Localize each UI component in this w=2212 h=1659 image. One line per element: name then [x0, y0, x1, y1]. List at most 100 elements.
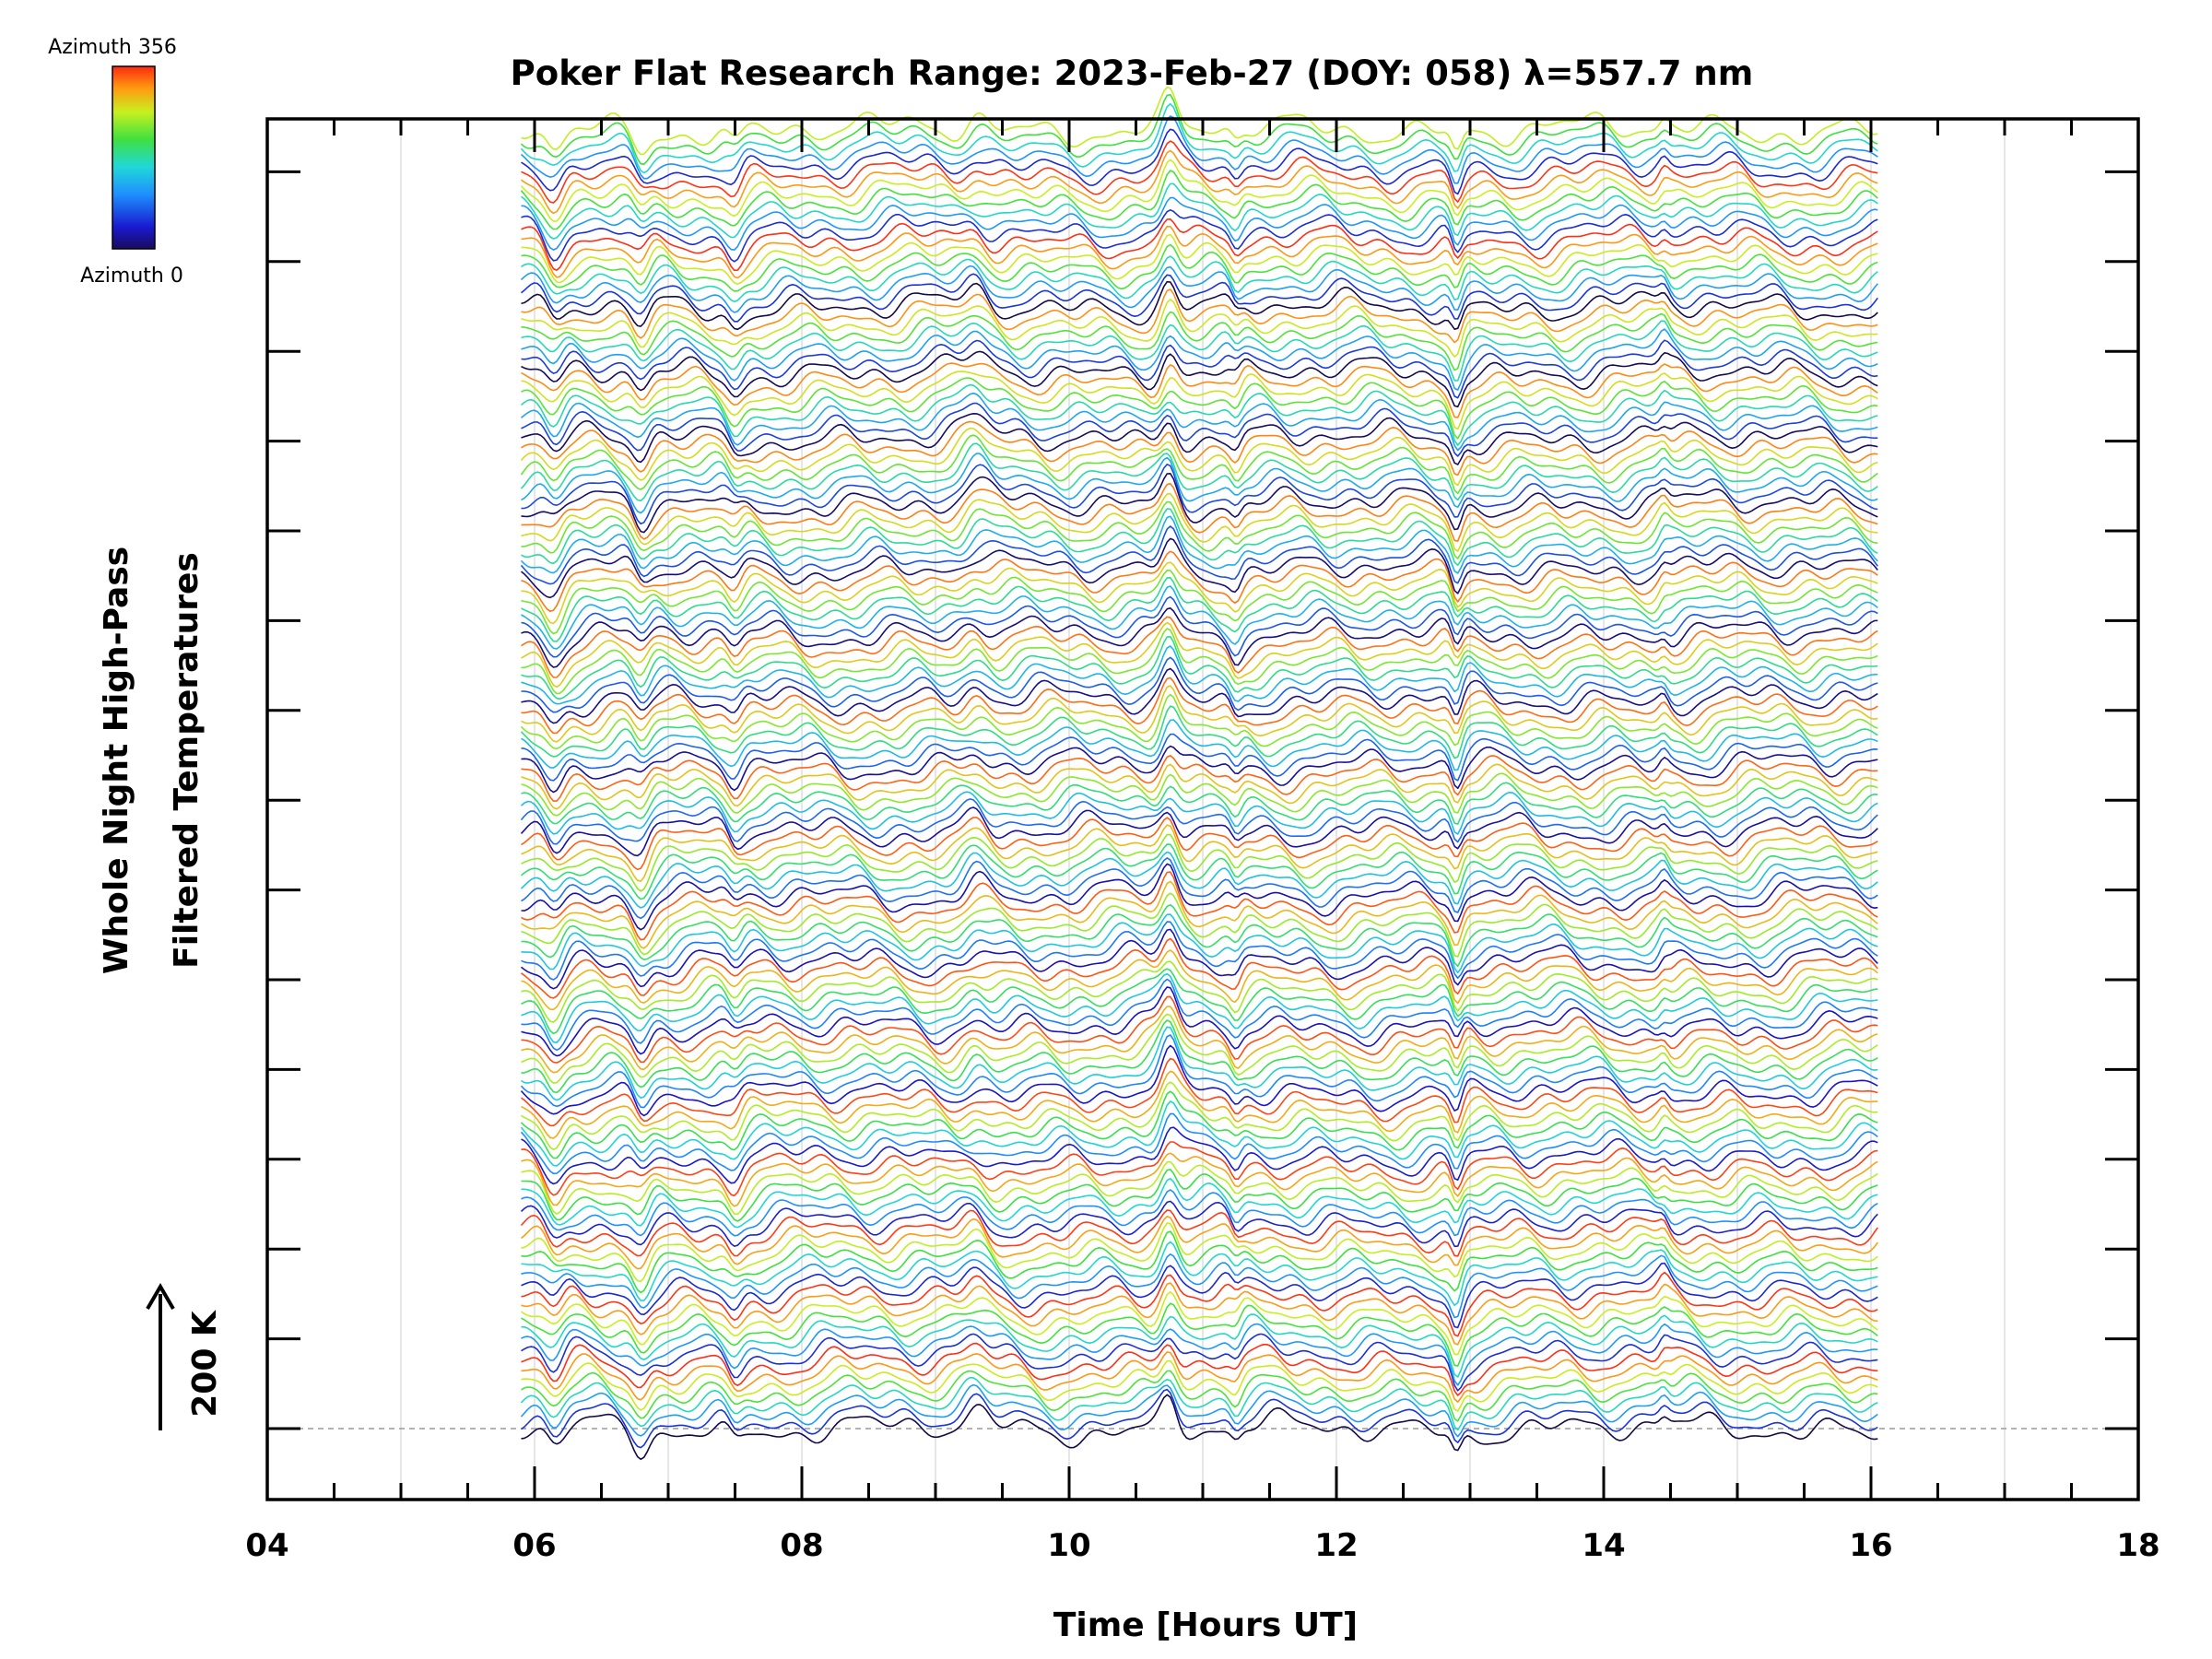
series-line	[521, 968, 1878, 1035]
colorbar-top-label: Azimuth 356	[48, 36, 177, 59]
series-line	[521, 1057, 1878, 1127]
series-line	[521, 772, 1878, 817]
y-axis-label-line2: Filtered Temperatures	[168, 552, 206, 969]
series-line	[521, 464, 1878, 525]
series-line	[521, 1189, 1878, 1237]
scale-arrow-icon	[146, 1283, 175, 1311]
series-line	[520, 1112, 1878, 1175]
series-line	[521, 473, 1878, 534]
series-line	[521, 904, 1878, 968]
series-line	[521, 482, 1878, 542]
series-line	[520, 693, 1878, 750]
series-line	[521, 140, 1878, 204]
series-line	[521, 745, 1878, 794]
series-line	[520, 170, 1878, 230]
series-line	[521, 492, 1878, 552]
series-line	[521, 1388, 1878, 1449]
series-line	[521, 755, 1878, 802]
series-line	[521, 243, 1878, 292]
series-line	[521, 621, 1878, 688]
series-line	[521, 1152, 1878, 1207]
series-line	[521, 453, 1878, 514]
series-line	[521, 871, 1878, 941]
series-line	[520, 159, 1878, 222]
series-line	[520, 705, 1878, 759]
x-tick-label: 14	[1582, 1527, 1625, 1564]
series-line	[521, 685, 1878, 743]
series-line	[521, 377, 1878, 440]
series-line	[521, 350, 1878, 408]
series-line	[521, 1323, 1878, 1386]
series-line	[521, 1178, 1878, 1229]
series-line	[521, 339, 1878, 399]
series-line	[520, 806, 1878, 857]
series-line	[520, 94, 1878, 165]
series-line	[521, 892, 1878, 958]
x-tick-label: 16	[1849, 1527, 1892, 1564]
series-line	[520, 798, 1878, 845]
series-line	[521, 937, 1878, 999]
series-line	[521, 1333, 1878, 1392]
series-line	[521, 1013, 1878, 1084]
scale-bar: 200 K	[146, 1283, 224, 1430]
series-line	[521, 833, 1878, 892]
series-line	[521, 226, 1878, 279]
series-lines	[520, 86, 1878, 1461]
series-line	[521, 782, 1878, 825]
series-line	[521, 949, 1878, 1011]
series-line	[521, 978, 1878, 1052]
series-line	[521, 328, 1878, 391]
series-line	[521, 1302, 1878, 1367]
series-line	[521, 550, 1878, 612]
series-line	[521, 1359, 1878, 1412]
series-line	[521, 1342, 1878, 1396]
series-line	[521, 1026, 1878, 1101]
series-line	[521, 570, 1878, 635]
series-line	[521, 972, 1878, 1043]
series-line	[521, 667, 1878, 724]
chart-title: Poker Flat Research Range: 2023-Feb-27 (…	[511, 53, 1754, 93]
series-line	[521, 921, 1878, 981]
series-line	[521, 656, 1878, 713]
series-line	[521, 273, 1878, 323]
series-line	[521, 645, 1878, 705]
series-line	[521, 288, 1878, 344]
series-line	[521, 320, 1878, 382]
colorbar-bottom-label: Azimuth 0	[80, 265, 183, 288]
series-line	[520, 265, 1878, 313]
series-line	[521, 995, 1878, 1064]
series-line	[521, 1222, 1878, 1283]
series-line	[520, 115, 1878, 184]
series-line	[520, 525, 1878, 585]
series-line	[521, 1230, 1878, 1294]
series-line	[521, 537, 1878, 599]
series-line	[520, 1209, 1878, 1257]
series-line	[521, 1126, 1878, 1185]
x-tick-label: 18	[2116, 1527, 2159, 1564]
series-line	[521, 628, 1878, 695]
x-tick-label: 04	[245, 1527, 288, 1564]
series-line	[521, 402, 1878, 457]
y-axis-label-line1: Whole Night High-Pass	[98, 547, 135, 974]
series-line	[520, 515, 1878, 574]
series-line	[521, 719, 1878, 771]
series-line	[521, 413, 1878, 465]
series-line	[520, 383, 1878, 446]
series-line	[521, 420, 1878, 477]
series-line	[521, 299, 1878, 358]
series-line	[521, 1271, 1878, 1337]
series-line	[521, 149, 1878, 215]
series-line	[521, 1313, 1878, 1378]
series-line	[520, 1034, 1878, 1109]
series-line	[521, 1081, 1878, 1150]
series-line	[520, 1090, 1878, 1159]
series-line	[521, 561, 1878, 625]
series-line	[521, 595, 1878, 658]
x-tick-label: 12	[1314, 1527, 1358, 1564]
colorbar	[112, 65, 156, 250]
series-line	[521, 86, 1878, 156]
series-line	[521, 1253, 1878, 1319]
series-line	[521, 960, 1878, 1023]
series-line	[521, 733, 1878, 782]
